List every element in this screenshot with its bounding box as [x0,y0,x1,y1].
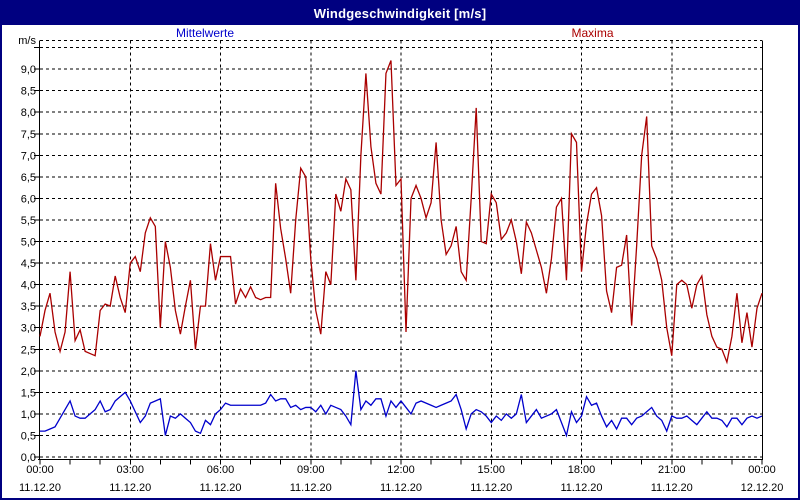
x-tick-time-label: 06:00 [207,464,235,476]
legend-maxima-label: Maxima [571,26,614,40]
y-tick-label: 6,5 [21,172,36,184]
x-tick-date-label: 11.12.20 [470,482,512,494]
y-tick-label: 2,5 [21,344,36,356]
x-tick-time-label: 18:00 [568,464,596,476]
y-tick-label: 8,0 [21,107,36,119]
x-tick-time-label: 15:00 [477,464,505,476]
y-tick-label: 7,5 [21,129,36,141]
x-tick-date-label: 11.12.20 [199,482,241,494]
y-tick-label: 1,0 [21,409,36,421]
x-tick-time-label: 09:00 [297,464,325,476]
y-tick-label: 0,5 [21,430,36,442]
series-mittelwerte [40,370,763,438]
x-tick-date-label: 11.12.20 [290,482,332,494]
legend-mittelwerte-label: Mittelwerte [175,26,234,40]
y-tick-label: 5,5 [21,215,36,227]
x-tick-date-label: 11.12.20 [109,482,151,494]
y-tick-label: 3,5 [21,301,36,313]
y-tick-label: 4,5 [21,258,36,270]
series-maxima [39,60,763,365]
y-tick-label: 3,0 [21,323,36,335]
y-tick-label: 2,0 [21,366,36,378]
y-tick-label: 5,0 [21,237,36,249]
y-tick-label: 0,0 [21,452,36,464]
x-tick-time-label: 00:00 [748,464,776,476]
y-tick-label: 8,5 [21,86,36,98]
x-tick-date-label: 12.12.20 [741,482,784,494]
window-title: Windgeschwindigkeit [m/s] [313,6,487,21]
x-tick-date-label: 11.12.20 [380,482,422,494]
y-tick-label: 4,0 [21,280,36,292]
x-tick-date-label: 11.12.20 [651,482,693,494]
x-tick-time-label: 00:00 [26,464,54,476]
x-tick-time-label: 21:00 [658,464,686,476]
x-tick-time-label: 12:00 [387,464,415,476]
y-tick-label: 1,5 [21,387,36,399]
y-axis-unit-label: m/s [18,35,36,47]
window-title-bar: Windgeschwindigkeit [m/s] [2,2,798,25]
y-tick-label: 9,0 [21,64,36,76]
x-tick-date-label: 11.12.20 [19,482,61,494]
x-tick-date-label: 11.12.20 [560,482,602,494]
y-tick-label: 6,0 [21,193,36,205]
y-tick-label: 7,0 [21,150,36,162]
x-tick-time-label: 03:00 [116,464,144,476]
